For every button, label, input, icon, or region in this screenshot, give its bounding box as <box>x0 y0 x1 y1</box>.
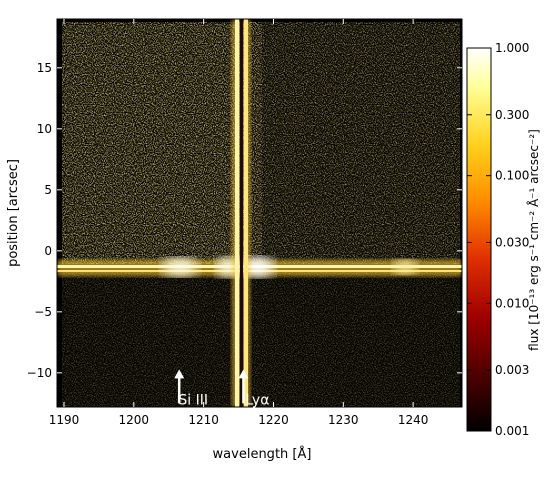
x-tick-label: 1210 <box>188 413 219 427</box>
x-tick-label: 1230 <box>328 413 359 427</box>
lya-band <box>235 19 239 407</box>
colorbar-label: flux [10⁻¹³ erg s⁻¹ cm⁻² Å⁻¹ arcsec⁻²] <box>526 129 541 351</box>
y-tick-label: 10 <box>37 122 52 136</box>
x-axis-label: wavelength [Å] <box>213 446 312 462</box>
colorbar-tick-label: 0.001 <box>495 424 529 438</box>
x-tick-label: 1190 <box>49 413 80 427</box>
plot-frame <box>56 18 463 408</box>
annotation-arrow-head <box>174 369 185 379</box>
x-tick-label: 1200 <box>119 413 150 427</box>
colorbar-tick-label: 0.030 <box>495 235 529 249</box>
y-tick-label: 15 <box>37 61 52 75</box>
x-axis-ticks: 1190 1200 1210 1220 1230 1240 <box>49 19 429 427</box>
y-axis-label: position [arcsec] <box>6 159 21 267</box>
annotation-label: Si III <box>178 392 208 408</box>
annotation-arrow-head <box>238 369 249 379</box>
lya-core <box>240 19 243 407</box>
colorbar-tick-label: 0.010 <box>495 296 529 310</box>
colorbar-tick-label: 1.000 <box>495 41 529 55</box>
y-tick-label: 5 <box>44 183 52 197</box>
colorbar-tick-label: 0.100 <box>495 169 529 183</box>
colorbar <box>466 47 492 432</box>
plot-area <box>57 19 462 407</box>
lya-band-2 <box>244 19 248 407</box>
colorbar-tick-label: 0.003 <box>495 363 529 377</box>
x-tick-label: 1220 <box>258 413 289 427</box>
y-tick-label: 0 <box>44 244 52 258</box>
annotation-label: Lyα <box>245 392 269 408</box>
y-tick-label: −5 <box>34 305 52 319</box>
annotations: Si III Lyα <box>174 369 269 408</box>
colorbar-tick-label: 0.300 <box>495 108 529 122</box>
siiii-blob <box>162 258 198 276</box>
x-tick-label: 1240 <box>398 413 429 427</box>
y-tick-label: −10 <box>27 366 52 380</box>
colorbar-ticks: 0.001 0.003 0.010 0.030 0.100 0.300 1.000 <box>467 41 529 438</box>
red-blob <box>393 260 417 274</box>
y-axis-ticks: −10 −5 0 5 10 15 <box>27 61 462 380</box>
heatmap-lower-noise <box>62 272 460 407</box>
heatmap-upper-noise-2 <box>62 22 262 264</box>
